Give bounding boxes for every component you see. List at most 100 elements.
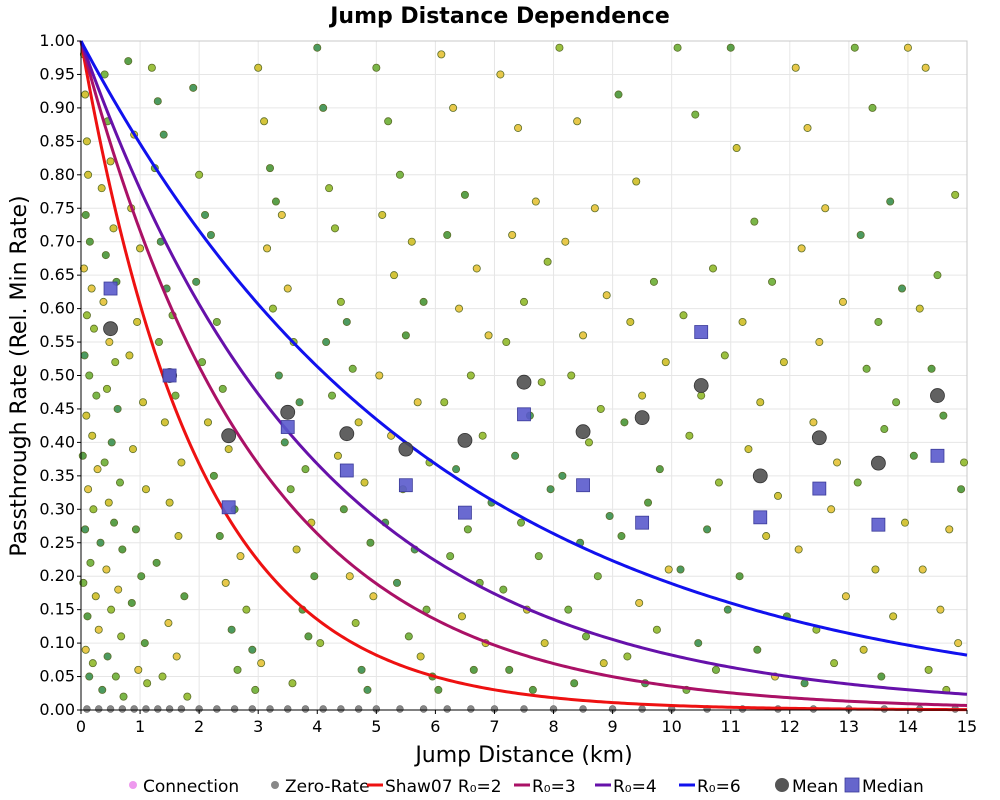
connection-point xyxy=(933,271,942,280)
y-tick-label: 0.15 xyxy=(39,600,75,619)
connection-point xyxy=(960,458,969,467)
connection-point xyxy=(889,612,898,621)
mean-marker xyxy=(871,455,886,471)
y-axis-label: Passthrough Rate (Rel. Min Rate) xyxy=(7,195,32,556)
connection-point xyxy=(395,170,404,179)
connection-point xyxy=(841,592,850,601)
connection-point xyxy=(80,351,89,360)
connection-point xyxy=(227,625,236,634)
connection-point xyxy=(133,317,142,326)
connection-point xyxy=(821,204,830,213)
connection-point xyxy=(81,645,90,654)
connection-point xyxy=(105,338,114,347)
connection-point xyxy=(859,645,868,654)
connection-point xyxy=(100,70,109,79)
chart-title: Jump Distance Dependence xyxy=(328,4,670,29)
connection-point xyxy=(348,364,357,373)
mean-marker xyxy=(221,428,237,444)
connection-point xyxy=(803,123,812,132)
connection-point xyxy=(443,231,452,240)
connection-point xyxy=(903,43,912,52)
connection-point xyxy=(623,652,632,661)
connection-point xyxy=(703,525,712,534)
connection-point xyxy=(830,659,839,668)
connection-point xyxy=(159,130,168,139)
connection-point xyxy=(316,639,325,648)
connection-point xyxy=(877,672,886,681)
connection-point xyxy=(93,465,102,474)
connection-point xyxy=(472,264,481,273)
connection-point xyxy=(921,63,930,72)
connection-point xyxy=(927,364,936,373)
connection-point xyxy=(218,384,227,393)
connection-point xyxy=(283,284,292,293)
connection-point xyxy=(375,371,384,380)
connection-point xyxy=(900,518,909,527)
x-tick-label: 0 xyxy=(76,717,86,736)
connection-point xyxy=(271,197,280,206)
median-marker xyxy=(339,463,354,478)
connection-point xyxy=(201,210,210,219)
y-tick-label: 0.30 xyxy=(39,499,75,518)
connection-point xyxy=(505,665,514,674)
connection-point xyxy=(720,351,729,360)
connection-point xyxy=(404,632,413,641)
connection-point xyxy=(137,572,146,581)
legend-label: R₀=3 xyxy=(532,777,576,797)
median-marker xyxy=(694,325,709,339)
connection-point xyxy=(136,244,145,253)
connection-point xyxy=(768,277,777,286)
median-marker xyxy=(103,281,118,296)
connection-point xyxy=(192,277,201,286)
connection-point xyxy=(744,445,753,454)
connection-point xyxy=(596,404,605,413)
mean-marker xyxy=(398,441,414,457)
connection-point xyxy=(924,665,933,674)
connection-point xyxy=(209,471,218,480)
connection-point xyxy=(100,458,109,467)
connection-point xyxy=(81,525,90,534)
connection-point xyxy=(918,565,927,574)
connection-point xyxy=(224,445,233,454)
x-tick-label: 15 xyxy=(957,717,977,736)
connection-point xyxy=(632,177,641,186)
curve-r0-4 xyxy=(79,40,968,696)
zero-rate-point xyxy=(579,705,587,713)
mean-marker xyxy=(930,388,945,403)
connection-point xyxy=(437,50,446,59)
connection-point xyxy=(508,231,517,240)
mean-marker xyxy=(516,374,532,390)
connection-point xyxy=(605,511,614,520)
connection-point xyxy=(892,398,901,407)
connection-point xyxy=(292,545,301,554)
connection-point xyxy=(345,572,354,581)
zero-rate-point xyxy=(177,705,186,713)
zero-rate-point xyxy=(83,705,91,713)
connection-point xyxy=(827,505,836,514)
connection-point xyxy=(101,251,110,260)
connection-point xyxy=(738,317,747,326)
curve-r0-3 xyxy=(79,40,968,707)
connection-point xyxy=(599,659,608,668)
connection-point xyxy=(84,170,93,179)
connection-point xyxy=(390,271,399,280)
mean-marker xyxy=(752,468,768,484)
x-tick-label: 2 xyxy=(194,717,204,736)
connection-point xyxy=(856,231,865,240)
connection-point xyxy=(534,552,543,561)
connection-point xyxy=(174,532,183,541)
connection-point xyxy=(676,565,685,574)
x-tick-label: 13 xyxy=(839,717,859,736)
connection-point xyxy=(484,331,493,340)
connection-point xyxy=(79,264,88,273)
median-marker xyxy=(753,510,768,525)
connection-point xyxy=(277,210,286,219)
y-tick-label: 0.40 xyxy=(39,432,75,451)
connection-point xyxy=(88,431,97,440)
connection-point xyxy=(620,418,629,427)
connection-point xyxy=(652,625,661,634)
connection-point xyxy=(853,478,862,487)
connection-point xyxy=(102,384,111,393)
connection-point xyxy=(567,371,576,380)
zero-rate-point xyxy=(419,705,428,713)
